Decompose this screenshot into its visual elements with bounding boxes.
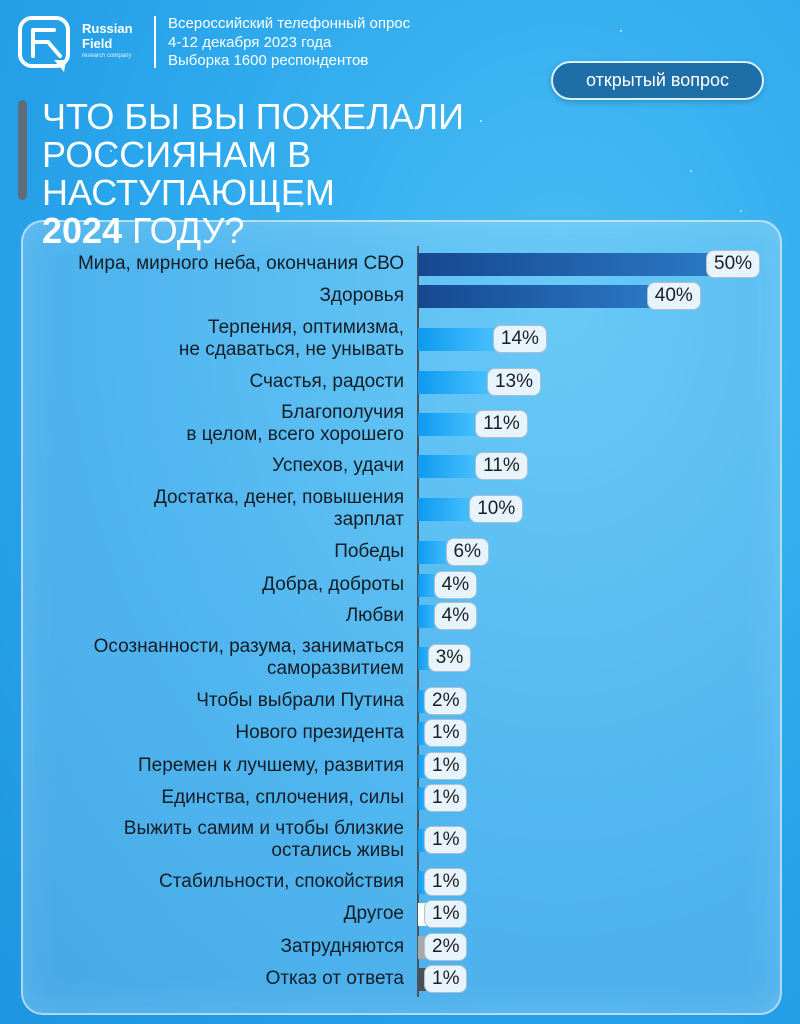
category-label: Мира, мирного неба, окончания СВО bbox=[77, 253, 404, 274]
bar bbox=[418, 412, 484, 436]
value-label: 1% bbox=[424, 868, 468, 896]
category-label: Победы bbox=[334, 541, 404, 562]
category-label: Добра, доброты bbox=[262, 574, 404, 595]
value-label: 3% bbox=[427, 644, 472, 672]
value-label: 1% bbox=[424, 752, 468, 780]
bar bbox=[418, 370, 495, 394]
value-label: 10% bbox=[469, 495, 524, 523]
category-label: Единства, сплочения, силы bbox=[161, 787, 404, 808]
value-label: 2% bbox=[424, 933, 468, 961]
value-label: 1% bbox=[424, 965, 468, 993]
title-line: россиянам в наступающем bbox=[42, 134, 335, 213]
survey-info: Всероссийский телефонный опрос 4-12 дека… bbox=[168, 15, 410, 71]
category-label: Стабильности, спокойствия bbox=[159, 871, 404, 892]
category-label: Отказ от ответа bbox=[265, 968, 404, 989]
category-label: Любви bbox=[345, 605, 404, 626]
header-divider bbox=[154, 16, 156, 68]
bar bbox=[418, 454, 484, 478]
value-label: 50% bbox=[706, 250, 761, 278]
category-label: Осознанности, разума, заниматься саморазв… bbox=[93, 636, 404, 679]
category-label: Перемен к лучшему, развития bbox=[137, 755, 404, 776]
value-label: 1% bbox=[424, 719, 468, 747]
value-label: 1% bbox=[424, 784, 468, 812]
survey-info-line: Всероссийский телефонный опрос bbox=[168, 15, 411, 32]
value-label: 1% bbox=[424, 900, 468, 928]
value-label: 11% bbox=[475, 410, 528, 438]
brand-name-line2: Field bbox=[82, 36, 113, 51]
question-type-badge: открытый вопрос bbox=[551, 61, 764, 100]
value-label: 4% bbox=[433, 571, 478, 599]
category-label: Счастья, радости bbox=[249, 371, 404, 392]
value-label: 1% bbox=[424, 826, 468, 854]
category-label: Достатка, денег, повышения зарплат bbox=[153, 487, 404, 530]
brand-name-line1: Russian bbox=[82, 21, 133, 36]
category-label: Выжить самим и чтобы близкие остались жив… bbox=[123, 818, 404, 861]
bar bbox=[418, 540, 454, 564]
value-label: 13% bbox=[486, 368, 541, 396]
category-label: Благополучия в целом, всего хорошего bbox=[186, 402, 404, 445]
value-label: 14% bbox=[492, 325, 547, 353]
survey-info-line: Выборка 1600 респондентов bbox=[168, 52, 369, 69]
category-label: Успехов, удачи bbox=[272, 455, 404, 476]
brand: Russian Field research company bbox=[82, 22, 133, 59]
brand-tagline: research company bbox=[82, 53, 132, 59]
category-label: Нового президента bbox=[235, 722, 404, 743]
category-label: Другое bbox=[343, 903, 404, 924]
survey-info-line: 4-12 декабря 2023 года bbox=[168, 33, 332, 51]
category-label: Чтобы выбрали Путина bbox=[196, 690, 404, 711]
russian-field-logo bbox=[18, 16, 72, 74]
bar bbox=[418, 327, 501, 351]
value-label: 4% bbox=[433, 602, 478, 630]
value-label: 6% bbox=[445, 538, 489, 566]
value-label: 2% bbox=[424, 687, 468, 715]
page-title: Что бы вы пожелали россиянам в наступающ… bbox=[42, 98, 602, 250]
title-line: Что бы вы пожелали bbox=[42, 96, 465, 137]
title-line: 2024 году? bbox=[42, 212, 602, 250]
bar bbox=[418, 252, 714, 276]
chart-card bbox=[21, 220, 782, 1015]
category-label: Затрудняются bbox=[280, 936, 404, 957]
bar bbox=[418, 284, 655, 308]
category-label: Терпения, оптимизма, не сдаваться, не уны… bbox=[178, 317, 404, 360]
value-label: 40% bbox=[646, 282, 701, 310]
bar bbox=[418, 497, 478, 521]
title-end: году? bbox=[122, 210, 245, 251]
title-year: 2024 bbox=[42, 210, 123, 251]
category-label: Здоровья bbox=[319, 285, 404, 306]
title-accent-bar bbox=[18, 100, 27, 200]
value-label: 11% bbox=[475, 452, 528, 480]
